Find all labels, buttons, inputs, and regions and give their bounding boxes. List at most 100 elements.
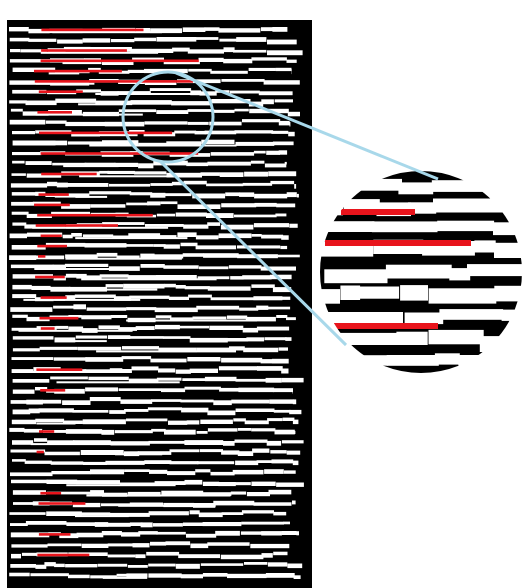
text-line-segment bbox=[172, 47, 190, 52]
text-line-segment bbox=[198, 512, 223, 518]
text-line-segment bbox=[52, 31, 162, 34]
text-line-segment bbox=[213, 400, 232, 406]
text-line-segment bbox=[156, 377, 182, 381]
text-line-segment bbox=[90, 575, 117, 579]
text-line-segment bbox=[246, 492, 270, 497]
highlighted-segment bbox=[34, 203, 70, 207]
text-line-segment bbox=[220, 554, 264, 560]
text-line-segment bbox=[209, 325, 244, 330]
text-line-segment bbox=[84, 162, 116, 166]
text-line-segment bbox=[110, 315, 128, 318]
text-line-segment bbox=[250, 543, 290, 549]
text-line-segment bbox=[43, 430, 67, 433]
text-line-segment bbox=[155, 275, 197, 279]
text-line-segment bbox=[163, 265, 199, 269]
text-line-segment bbox=[281, 368, 289, 374]
text-line-segment bbox=[273, 409, 291, 413]
text-line-segment bbox=[12, 348, 40, 352]
text-line-segment bbox=[65, 257, 182, 260]
text-line-segment bbox=[71, 233, 82, 237]
text-line-segment bbox=[82, 419, 126, 425]
text-line-segment bbox=[80, 450, 124, 455]
magnified-highlighted-segment bbox=[341, 209, 415, 215]
text-line-segment bbox=[32, 226, 169, 229]
highlighted-segment bbox=[37, 111, 72, 114]
text-line-segment bbox=[199, 266, 229, 270]
text-line-segment bbox=[287, 563, 303, 569]
text-line-segment bbox=[129, 522, 143, 526]
text-line-segment bbox=[35, 387, 48, 391]
text-line-segment bbox=[26, 316, 50, 322]
text-line-segment bbox=[150, 28, 182, 34]
text-line-segment bbox=[63, 165, 119, 168]
magnified-line-segment bbox=[428, 288, 497, 304]
text-line-segment bbox=[200, 172, 220, 176]
text-line-segment bbox=[10, 307, 53, 312]
text-line-segment bbox=[223, 58, 253, 64]
text-line-segment bbox=[241, 510, 274, 514]
text-line-segment bbox=[207, 161, 251, 166]
text-line-segment bbox=[164, 283, 176, 288]
magnified-highlighted-segment bbox=[334, 323, 438, 329]
text-line-segment bbox=[35, 113, 143, 116]
text-line-segment bbox=[47, 543, 82, 547]
text-line-segment bbox=[107, 170, 135, 174]
text-line-segment bbox=[154, 307, 198, 313]
text-line-segment bbox=[50, 286, 71, 292]
text-line-segment bbox=[83, 461, 107, 465]
text-line-segment bbox=[135, 554, 146, 559]
text-line-segment bbox=[50, 461, 84, 465]
text-line-segment bbox=[267, 418, 283, 422]
text-line-segment bbox=[62, 234, 73, 239]
text-line-segment bbox=[170, 317, 194, 321]
text-line-segment bbox=[284, 161, 287, 165]
text-line-segment bbox=[188, 294, 212, 298]
text-line-segment bbox=[200, 563, 244, 566]
text-line-segment bbox=[25, 521, 67, 525]
text-line-segment bbox=[101, 154, 134, 157]
text-line-segment bbox=[234, 108, 249, 112]
text-line-segment bbox=[9, 59, 51, 63]
text-line-segment bbox=[281, 235, 289, 240]
text-line-segment bbox=[137, 451, 172, 455]
magnified-line-segment bbox=[437, 220, 495, 232]
text-line-segment bbox=[84, 369, 111, 373]
text-line-segment bbox=[218, 28, 261, 33]
text-line-segment bbox=[148, 563, 176, 567]
text-line-segment bbox=[260, 359, 274, 364]
text-line-segment bbox=[65, 295, 76, 300]
text-line-segment bbox=[62, 400, 91, 405]
text-line-segment bbox=[164, 429, 196, 435]
text-line-segment bbox=[10, 564, 37, 568]
text-line-segment bbox=[156, 213, 176, 217]
text-line-segment bbox=[130, 48, 174, 53]
text-line-segment bbox=[101, 531, 122, 536]
text-line-segment bbox=[234, 482, 251, 486]
text-line-segment bbox=[25, 161, 52, 165]
text-line-segment bbox=[12, 336, 54, 340]
text-line-segment bbox=[288, 131, 295, 137]
text-line-segment bbox=[162, 336, 191, 339]
text-line-segment bbox=[264, 163, 287, 168]
text-line-segment bbox=[65, 429, 103, 434]
highlighted-segment bbox=[41, 28, 144, 32]
text-line-segment bbox=[154, 481, 186, 485]
text-line-segment bbox=[234, 130, 274, 134]
text-line-segment bbox=[51, 471, 91, 475]
text-line-segment bbox=[50, 376, 88, 380]
text-line-segment bbox=[53, 357, 87, 361]
text-line-segment bbox=[268, 489, 292, 495]
text-line-segment bbox=[23, 298, 141, 301]
text-line-segment bbox=[64, 263, 109, 267]
text-line-segment bbox=[9, 233, 27, 239]
text-line-segment bbox=[280, 296, 291, 300]
text-line-segment bbox=[195, 235, 219, 240]
text-line-segment bbox=[282, 417, 295, 421]
text-line-segment bbox=[265, 573, 295, 578]
text-line-segment bbox=[35, 564, 47, 569]
text-line-segment bbox=[156, 531, 186, 535]
text-line-segment bbox=[75, 515, 129, 518]
text-line-segment bbox=[146, 551, 180, 556]
text-line-segment bbox=[121, 356, 152, 360]
text-line-segment bbox=[242, 275, 272, 280]
